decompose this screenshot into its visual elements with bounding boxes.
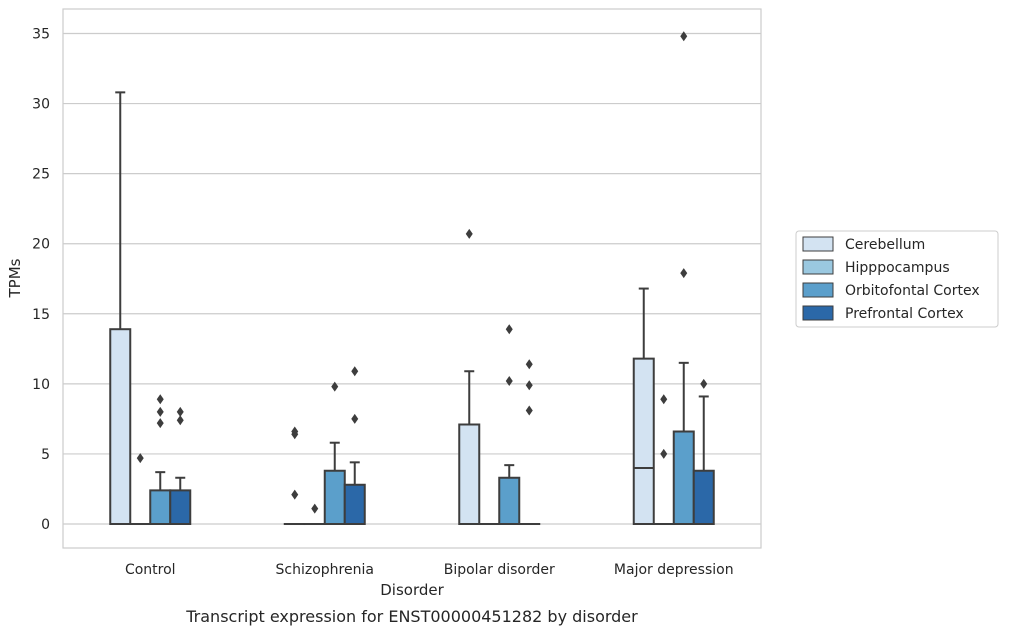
y-axis-label: TPMs [6,258,24,298]
outlier-point [311,503,319,514]
outlier-point [465,228,473,239]
y-tick-label: 5 [41,447,50,463]
box-prefrontal-cortex [692,469,715,526]
box-cerebellum [458,423,481,525]
plot-area [62,8,762,549]
outlier-point [136,453,144,464]
outlier-point [525,380,533,391]
outlier-point [700,378,708,389]
outlier-point [156,394,164,405]
box-orbitofontal-cortex [323,469,346,526]
outlier-point [351,366,359,377]
box-orbitofontal-cortex [672,430,695,525]
grid-lines [63,32,761,525]
outlier-point [660,448,668,459]
outlier-point [351,413,359,424]
legend-swatch [802,305,834,321]
box-prefrontal-cortex [169,489,192,526]
legend-swatch [802,259,834,275]
x-tick-label: Bipolar disorder [444,562,555,578]
legend-label: Hipppocampus [845,260,950,276]
x-tick-labels: Control Schizophrenia Bipolar disorder Majo… [125,562,734,578]
box-orbitofontal-cortex [149,489,172,526]
outlier-point [156,418,164,429]
legend-label: Cerebellum [845,237,925,253]
outlier-point [291,426,299,437]
box-cerebellum [109,328,132,525]
outlier-point [331,381,339,392]
legend-label: Orbitofontal Cortex [845,283,980,299]
outlier-point [680,31,688,42]
y-tick-label: 15 [32,307,50,323]
boxes [109,31,715,526]
legend-label: Prefrontal Cortex [845,306,964,322]
y-tick-label: 35 [32,27,50,43]
box-prefrontal-cortex [343,483,366,526]
box-cerebellum [632,357,655,526]
y-tick-label: 20 [32,237,50,253]
y-tick-label: 30 [32,97,50,113]
outlier-point [176,415,184,426]
outlier-point [156,406,164,417]
outlier-point [680,268,688,279]
x-tick-label: Major depression [614,562,734,578]
legend-frame [795,230,999,328]
outlier-point [176,406,184,417]
x-tick-label: Control [125,562,176,578]
outlier-point [660,394,668,405]
y-tick-label: 10 [32,377,50,393]
legend: Cerebellum Hipppocampus Orbitofontal Corte… [795,230,999,328]
box-orbitofontal-cortex [498,476,521,526]
outlier-point [291,489,299,500]
chart-caption: Transcript expression for ENST0000045128… [185,607,638,626]
legend-swatch [802,236,834,252]
y-tick-label: 0 [41,517,50,533]
outlier-point [505,376,513,387]
outlier-point [505,324,513,335]
x-tick-label: Schizophrenia [276,562,374,578]
y-tick-labels: 0 5 10 15 20 25 30 35 [32,27,50,534]
x-axis-label: Disorder [380,581,444,599]
y-tick-label: 25 [32,167,50,183]
outlier-point [525,359,533,370]
legend-swatch [802,282,834,298]
outlier-point [525,405,533,416]
